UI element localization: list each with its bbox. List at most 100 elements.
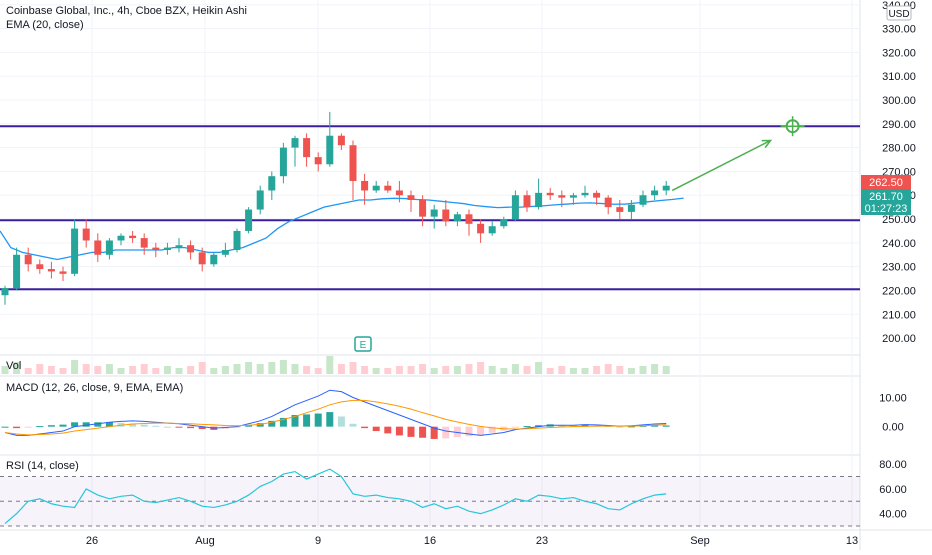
candle-body bbox=[117, 235, 125, 241]
price-tick-label: 290.00 bbox=[882, 119, 916, 131]
volume-bar bbox=[361, 366, 369, 374]
macd-histogram-bar bbox=[326, 412, 334, 427]
macd-histogram-bar bbox=[488, 426, 496, 433]
volume-bar bbox=[407, 366, 415, 374]
volume-bar bbox=[245, 362, 253, 374]
macd-histogram-bar bbox=[105, 422, 113, 427]
macd-legend: MACD (12, 26, close, 9, EMA, EMA) bbox=[6, 382, 183, 394]
volume-bar bbox=[453, 366, 461, 374]
macd-histogram-bar bbox=[36, 426, 44, 428]
projection-arrow[interactable] bbox=[671, 116, 805, 192]
last-price-badge bbox=[861, 189, 911, 215]
candle-body bbox=[349, 145, 357, 181]
candle-body bbox=[47, 269, 55, 272]
currency-box[interactable] bbox=[886, 5, 912, 21]
candle-body bbox=[233, 230, 241, 250]
candles bbox=[1, 111, 670, 305]
volume-bar bbox=[651, 364, 659, 374]
macd-histogram-bar bbox=[523, 426, 531, 428]
time-tick-label: 26 bbox=[86, 535, 98, 547]
volume-bar bbox=[163, 366, 171, 374]
macd-histogram-bar bbox=[24, 426, 32, 428]
last-price-text: 261.70 bbox=[869, 191, 903, 203]
volume-bar bbox=[268, 362, 276, 374]
macd-tick-label: 10.00 bbox=[879, 393, 907, 405]
time-tick-label: Aug bbox=[195, 535, 215, 547]
volume-bar bbox=[140, 364, 148, 374]
price-tick-label: 330.00 bbox=[882, 24, 916, 36]
macd-histogram-bar bbox=[303, 414, 311, 427]
volume-bar bbox=[13, 362, 21, 374]
volume-bar bbox=[47, 366, 55, 374]
macd-histogram-bar bbox=[477, 426, 485, 436]
candle-body bbox=[639, 195, 647, 205]
price-tick-label: 230.00 bbox=[882, 262, 916, 274]
macd-histogram-bar bbox=[407, 426, 415, 437]
volume-bar bbox=[372, 368, 380, 374]
ema-legend: EMA (20, close) bbox=[6, 19, 84, 31]
macd-histogram-bar bbox=[384, 426, 392, 434]
time-tick-label: 16 bbox=[424, 535, 436, 547]
price-badge bbox=[861, 175, 911, 189]
volume-bar bbox=[210, 368, 218, 374]
candle-body bbox=[129, 235, 137, 239]
macd-histogram-bar bbox=[245, 425, 253, 427]
volume-bar bbox=[256, 364, 264, 374]
volume-bar bbox=[71, 360, 79, 374]
candle-body bbox=[419, 200, 427, 217]
macd-histogram-bar bbox=[13, 426, 21, 429]
volume-bar bbox=[616, 366, 624, 374]
candle-body bbox=[175, 245, 183, 248]
time-tick-label: Sep bbox=[690, 535, 710, 547]
volume-bar bbox=[546, 368, 554, 374]
macd-histogram-bar bbox=[152, 425, 160, 427]
volume-bar bbox=[627, 368, 635, 374]
rsi-line bbox=[4, 468, 667, 524]
volume-bar bbox=[291, 364, 299, 374]
horizontal-levels[interactable] bbox=[0, 125, 860, 291]
candle-body bbox=[337, 135, 345, 146]
candle-body bbox=[71, 228, 79, 274]
price-tick-label: 300.00 bbox=[882, 95, 916, 107]
candle-body bbox=[210, 254, 218, 265]
macd-histogram-bar bbox=[256, 423, 264, 427]
currency-label: USD bbox=[888, 9, 909, 20]
earnings-marker[interactable] bbox=[354, 336, 372, 352]
price-tick-label: 210.00 bbox=[882, 309, 916, 321]
macd-histogram-bar bbox=[361, 426, 369, 429]
candle-body bbox=[662, 185, 670, 191]
rsi-tick-label: 40.00 bbox=[879, 509, 907, 521]
volume-bar bbox=[36, 364, 44, 374]
rsi-pane: 40.00 60.00 80.00 bbox=[0, 459, 907, 527]
volume-bar bbox=[488, 366, 496, 374]
candle-body bbox=[82, 228, 90, 241]
volume-bar bbox=[639, 366, 647, 374]
candle-body bbox=[140, 238, 148, 248]
macd-histogram-bar bbox=[279, 417, 287, 427]
macd-histogram-bar bbox=[1, 426, 9, 428]
macd-histogram-bar bbox=[314, 413, 322, 427]
countdown-text: 01:27:23 bbox=[865, 203, 908, 215]
volume-bar bbox=[175, 368, 183, 374]
time-axis: 26 Aug 9 16 23 Sep 13 bbox=[86, 535, 858, 547]
candle-body bbox=[256, 190, 264, 210]
macd-histogram-bar bbox=[82, 422, 90, 427]
volume-bar bbox=[337, 364, 345, 374]
price-tick-label: 240.00 bbox=[882, 238, 916, 250]
volume-bar bbox=[349, 362, 357, 374]
volume-bar bbox=[442, 366, 450, 374]
volume-bar bbox=[59, 368, 67, 374]
time-tick-label: 13 bbox=[846, 535, 858, 547]
price-tick-label: 200.00 bbox=[882, 333, 916, 345]
macd-histogram-bar bbox=[569, 425, 577, 427]
candle-body bbox=[268, 176, 276, 191]
projection-arrow-line bbox=[671, 139, 771, 192]
candle-body bbox=[187, 245, 195, 253]
macd-histogram-bar bbox=[581, 424, 589, 427]
price-tick-label: 280.00 bbox=[882, 143, 916, 155]
macd-histogram-bar bbox=[535, 425, 543, 427]
candle-body bbox=[593, 192, 601, 198]
candle-body bbox=[581, 192, 589, 196]
candle-body bbox=[523, 195, 531, 208]
candle-body bbox=[279, 147, 287, 177]
